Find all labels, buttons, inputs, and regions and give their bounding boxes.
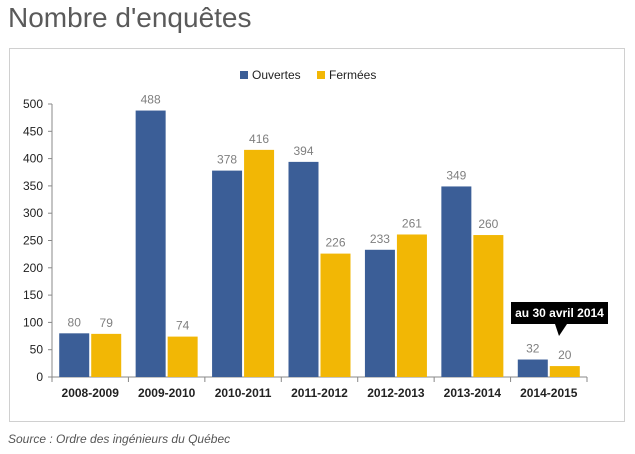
y-tick-label: 200 (23, 261, 43, 275)
y-tick-label: 0 (36, 370, 43, 384)
bar-fermees (549, 366, 580, 377)
chart-legend: Ouvertes Fermées (240, 68, 376, 82)
x-tick-label: 2009-2010 (138, 386, 196, 400)
bar-value-label: 226 (325, 236, 345, 250)
x-tick-label: 2013-2014 (444, 386, 502, 400)
bar-value-label: 378 (217, 153, 237, 167)
bar-value-label: 416 (249, 132, 269, 146)
x-tick-label: 2010-2011 (215, 386, 272, 400)
bar-value-label: 79 (100, 316, 114, 330)
bar-fermees (473, 235, 504, 377)
bar-fermees (320, 253, 351, 377)
annotation-box (511, 302, 608, 324)
legend-label: Fermées (329, 68, 376, 82)
annotation-callout: au 30 avril 2014 (511, 302, 608, 336)
y-tick-label: 100 (23, 315, 43, 329)
source-note: Source : Ordre des ingénieurs du Québec (8, 432, 231, 446)
bar-value-label: 394 (293, 144, 313, 158)
bar-ouvertes (364, 249, 395, 377)
bar-value-label: 32 (526, 342, 540, 356)
bar-fermees (244, 149, 275, 377)
y-tick-label: 50 (30, 343, 44, 357)
chart-axes: 0 50 100 150 200 250 300 350 400 450 500 2008-2009 2… (23, 97, 588, 400)
bar-value-label: 233 (370, 232, 390, 246)
bar-ouvertes (441, 186, 472, 377)
bar-fermees (91, 333, 122, 377)
bar-value-label: 488 (141, 93, 161, 107)
legend-swatch (317, 71, 325, 79)
x-tick-label: 2014-2015 (520, 386, 578, 400)
bar-value-label: 80 (68, 315, 82, 329)
chart-bars (59, 110, 580, 377)
x-tick-label: 2008-2009 (62, 386, 120, 400)
annotation-text: au 30 avril 2014 (515, 306, 604, 320)
bar-ouvertes (288, 161, 319, 377)
y-tick-label: 450 (23, 124, 43, 138)
y-tick-label: 250 (23, 234, 43, 248)
y-tick-label: 500 (23, 97, 43, 111)
bar-ouvertes (517, 359, 548, 377)
page-title: Nombre d'enquêtes (8, 2, 252, 33)
bar-fermees (167, 336, 198, 377)
y-tick-label: 150 (23, 288, 43, 302)
legend-swatch (240, 71, 248, 79)
bar-ouvertes (212, 170, 243, 377)
bar-value-label: 74 (176, 319, 190, 333)
bar-value-label: 20 (558, 348, 572, 362)
chart-value-labels: 80 79 488 74 378 416 394 226 233 261 349 260 32 20 (68, 93, 572, 363)
bar-ouvertes (59, 333, 90, 377)
y-tick-label: 300 (23, 206, 43, 220)
x-tick-label: 2012-2013 (367, 386, 425, 400)
bar-value-label: 260 (478, 217, 498, 231)
bar-value-label: 349 (446, 168, 466, 182)
y-tick-label: 400 (23, 152, 43, 166)
x-tick-label: 2011-2012 (291, 386, 348, 400)
bar-fermees (396, 234, 427, 377)
bar-value-label: 261 (402, 216, 422, 230)
annotation-pointer (555, 324, 567, 336)
y-tick-label: 350 (23, 179, 43, 193)
legend-label: Ouvertes (252, 68, 301, 82)
bar-ouvertes (135, 110, 166, 377)
